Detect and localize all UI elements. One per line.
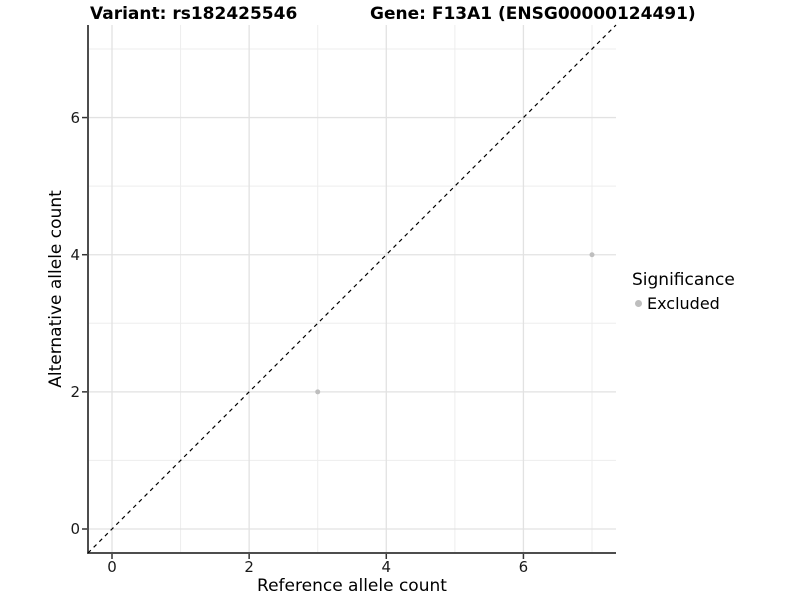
data-point: [589, 252, 595, 258]
x-tick-label: 4: [381, 558, 392, 576]
legend-title: Significance: [632, 270, 735, 290]
plot-title-gene: Gene: F13A1 (ENSG00000124491): [370, 4, 696, 24]
plot-title-variant: Variant: rs182425546: [90, 4, 298, 24]
y-tick-label: 2: [70, 382, 80, 401]
x-axis-title: Reference allele count: [257, 576, 447, 596]
data-point: [315, 389, 321, 395]
y-axis-title: Alternative allele count: [46, 190, 66, 388]
x-tick-label: 6: [518, 558, 529, 576]
y-tick-label: 6: [70, 108, 80, 127]
excluded-point-icon: [635, 300, 642, 307]
identity-reference-line: [87, 24, 617, 554]
x-tick-label: 0: [107, 558, 117, 576]
legend-item-excluded: Excluded: [635, 294, 735, 313]
y-tick-label: 4: [70, 245, 80, 264]
legend: Significance Excluded: [632, 270, 735, 313]
y-tick-label: 0: [70, 520, 80, 538]
x-tick-label: 2: [244, 558, 254, 576]
legend-item-label: Excluded: [647, 294, 720, 313]
